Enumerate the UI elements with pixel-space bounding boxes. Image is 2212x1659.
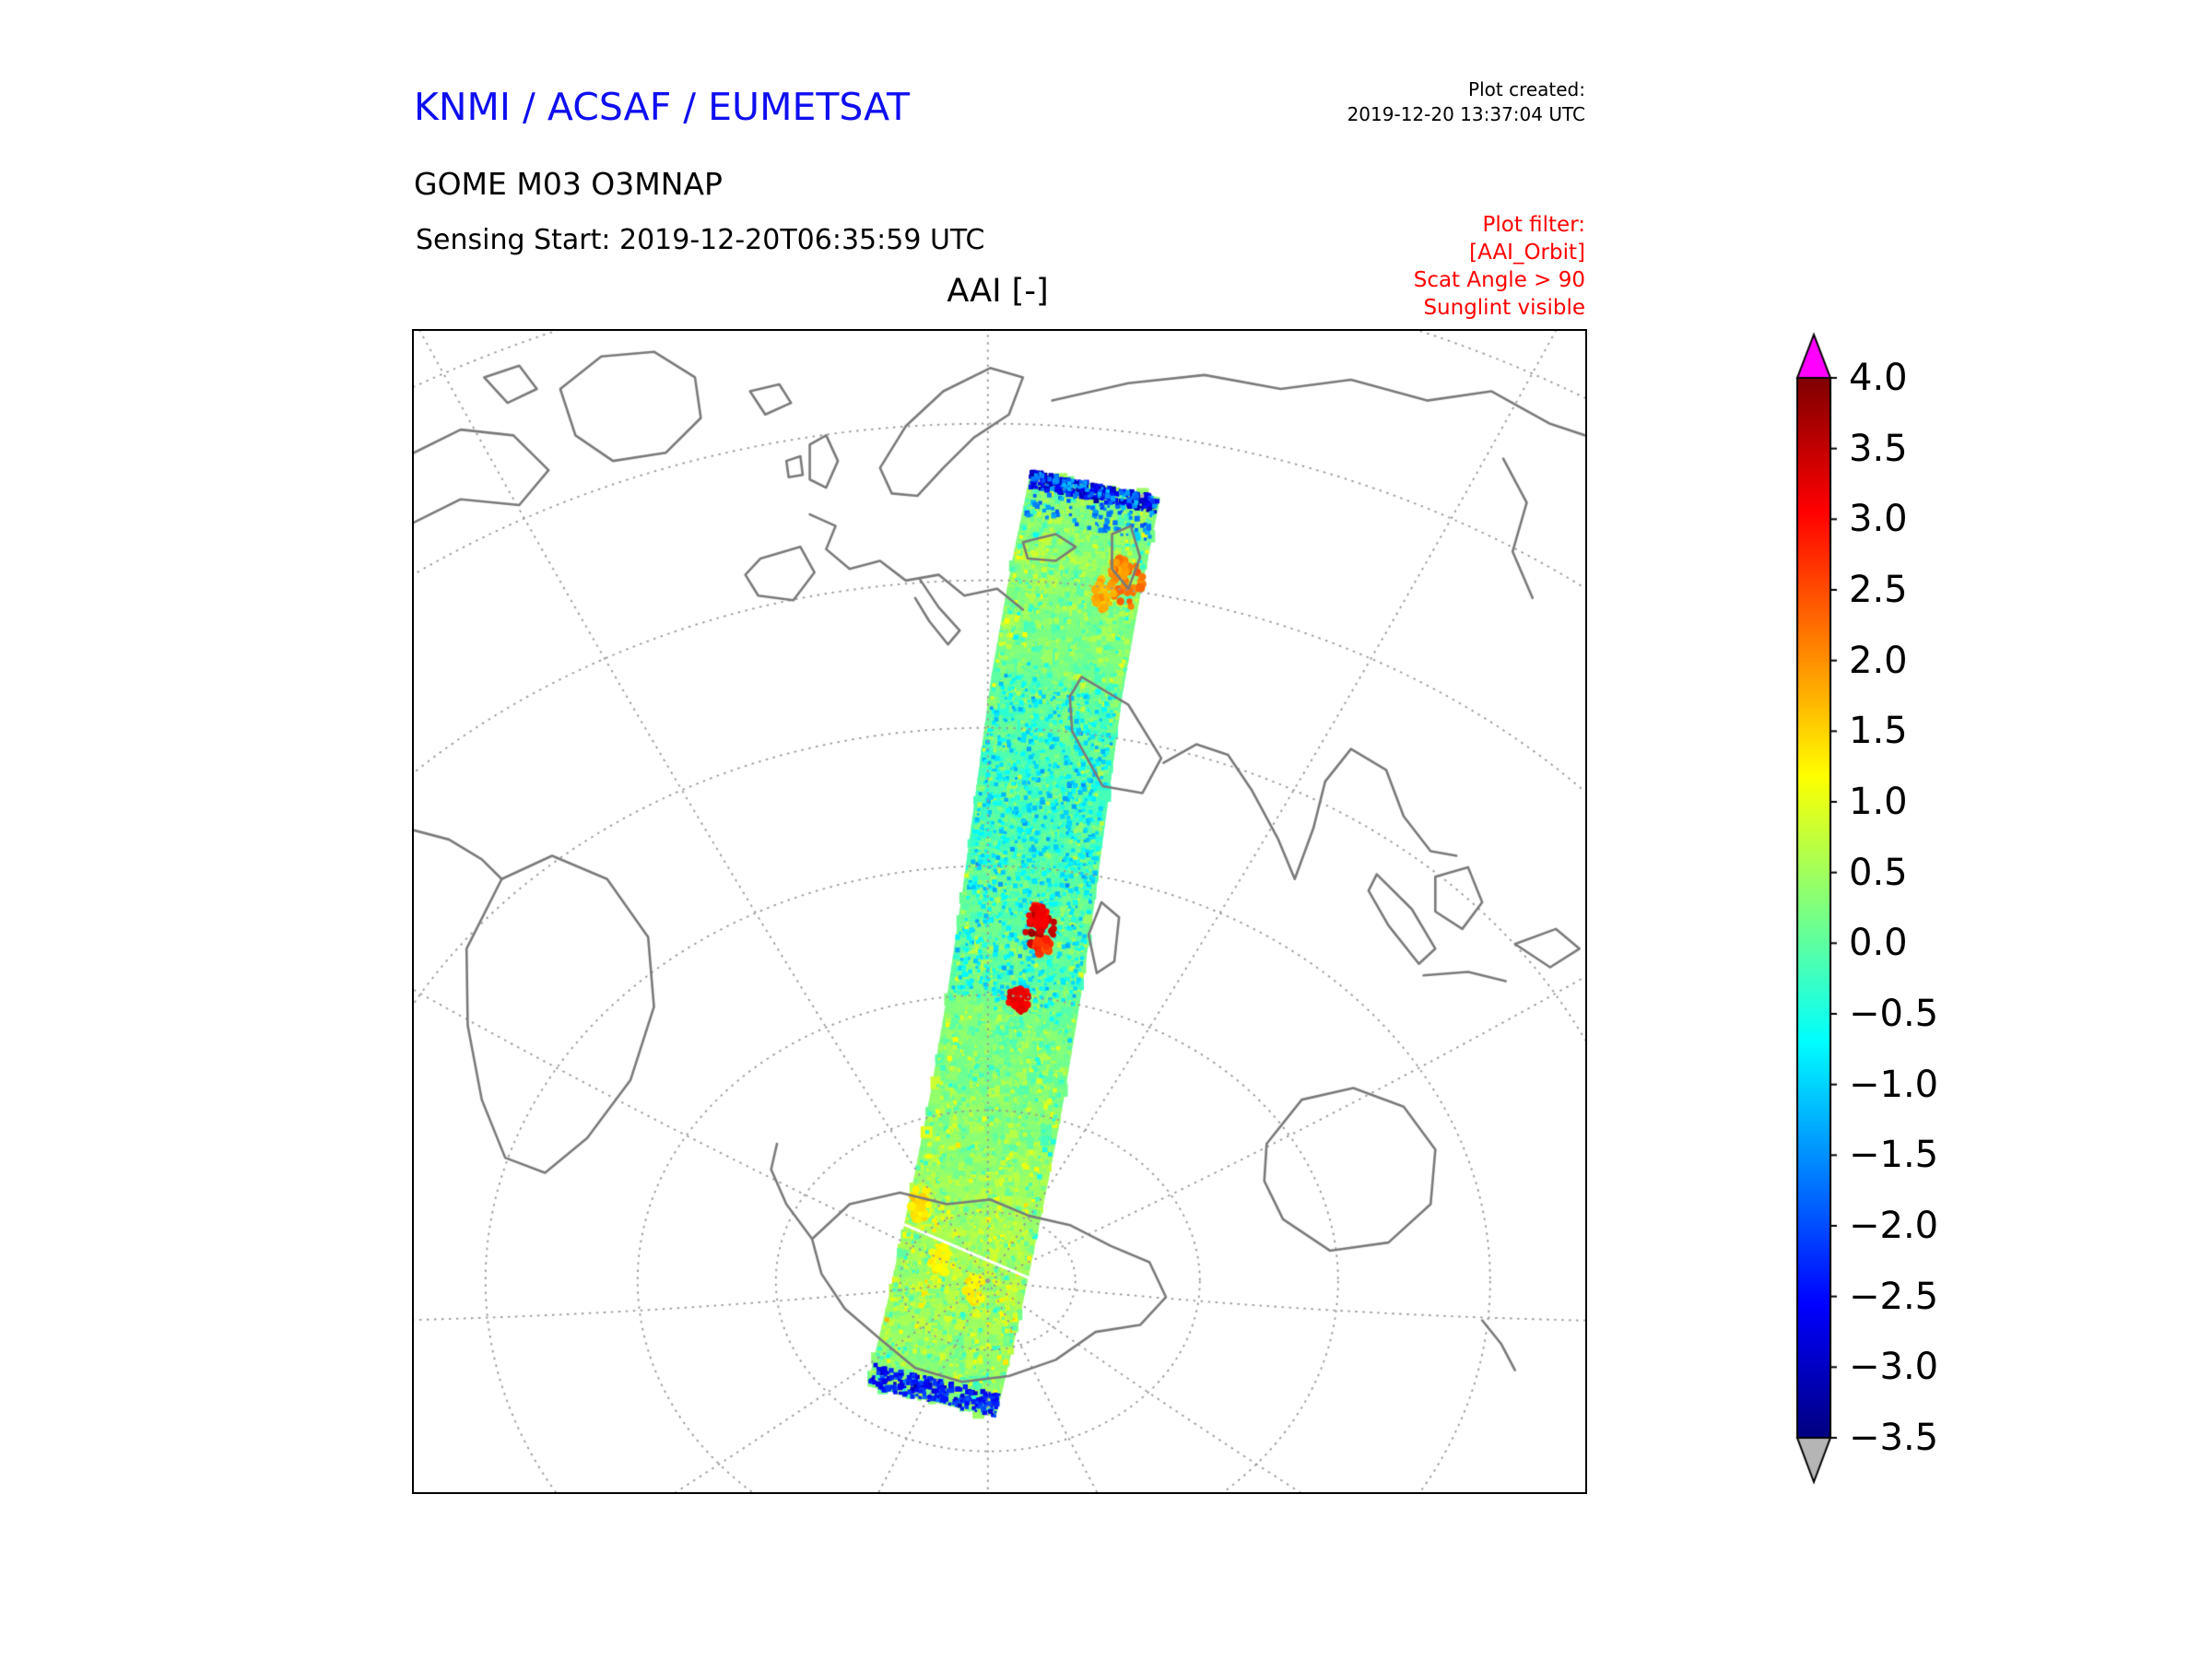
colorbar-tick-label: 3.0 xyxy=(1849,498,1908,541)
agency-title: KNMI / ACSAF / EUMETSAT xyxy=(414,85,911,129)
colorbar-tick-label: 0.0 xyxy=(1849,922,1908,965)
colorbar-tick-label: 1.5 xyxy=(1849,710,1908,753)
colorbar-tick-label: −1.0 xyxy=(1849,1063,1939,1106)
colorbar-tick-label: 4.0 xyxy=(1849,357,1908,399)
map-plot xyxy=(412,329,1587,1494)
colorbar-tick-label: −2.0 xyxy=(1849,1205,1939,1247)
product-title: GOME M03 O3MNAP xyxy=(414,166,723,202)
colorbar-tick-label: 3.5 xyxy=(1849,427,1908,470)
plot-filter-line: [AAI_Orbit] xyxy=(1469,240,1585,265)
colorbar-tick-label: 2.0 xyxy=(1849,639,1908,682)
plot-filter-line: Plot filter: xyxy=(1482,213,1585,237)
plot-created-label: Plot created: xyxy=(1468,78,1585,100)
chart-title: AAI [-] xyxy=(947,273,1049,310)
plot-filter-line: Scat Angle > 90 xyxy=(1413,267,1585,292)
colorbar-labels: 4.0 3.5 3.0 2.5 2.0 1.5 1.0 0.5 0.0 −0.5 −1.0 −1.5 −… xyxy=(1849,0,2033,1659)
plot-filter-line: Sunglint visible xyxy=(1423,295,1585,320)
plot-created: Plot created: 2019-12-20 13:37:04 UTC xyxy=(1272,77,1585,127)
colorbar-tick-label: 2.5 xyxy=(1849,569,1908,611)
colorbar-tick-label: −3.5 xyxy=(1849,1417,1939,1459)
colorbar-tick-label: −1.5 xyxy=(1849,1134,1939,1177)
colorbar-tick-label: −3.0 xyxy=(1849,1346,1939,1389)
plot-filter: Plot filter: [AAI_Orbit] Scat Angle > 90 Su… xyxy=(1272,212,1585,323)
colorbar-tick-label: 1.0 xyxy=(1849,781,1908,823)
plot-created-value: 2019-12-20 13:37:04 UTC xyxy=(1347,103,1585,125)
colorbar-tick-label: 0.5 xyxy=(1849,851,1908,894)
colorbar-tick-label: −2.5 xyxy=(1849,1275,1939,1318)
colorbar-tick-label: −0.5 xyxy=(1849,993,1939,1035)
sensing-start: Sensing Start: 2019-12-20T06:35:59 UTC xyxy=(416,224,985,256)
colorbar xyxy=(1792,332,1856,1486)
